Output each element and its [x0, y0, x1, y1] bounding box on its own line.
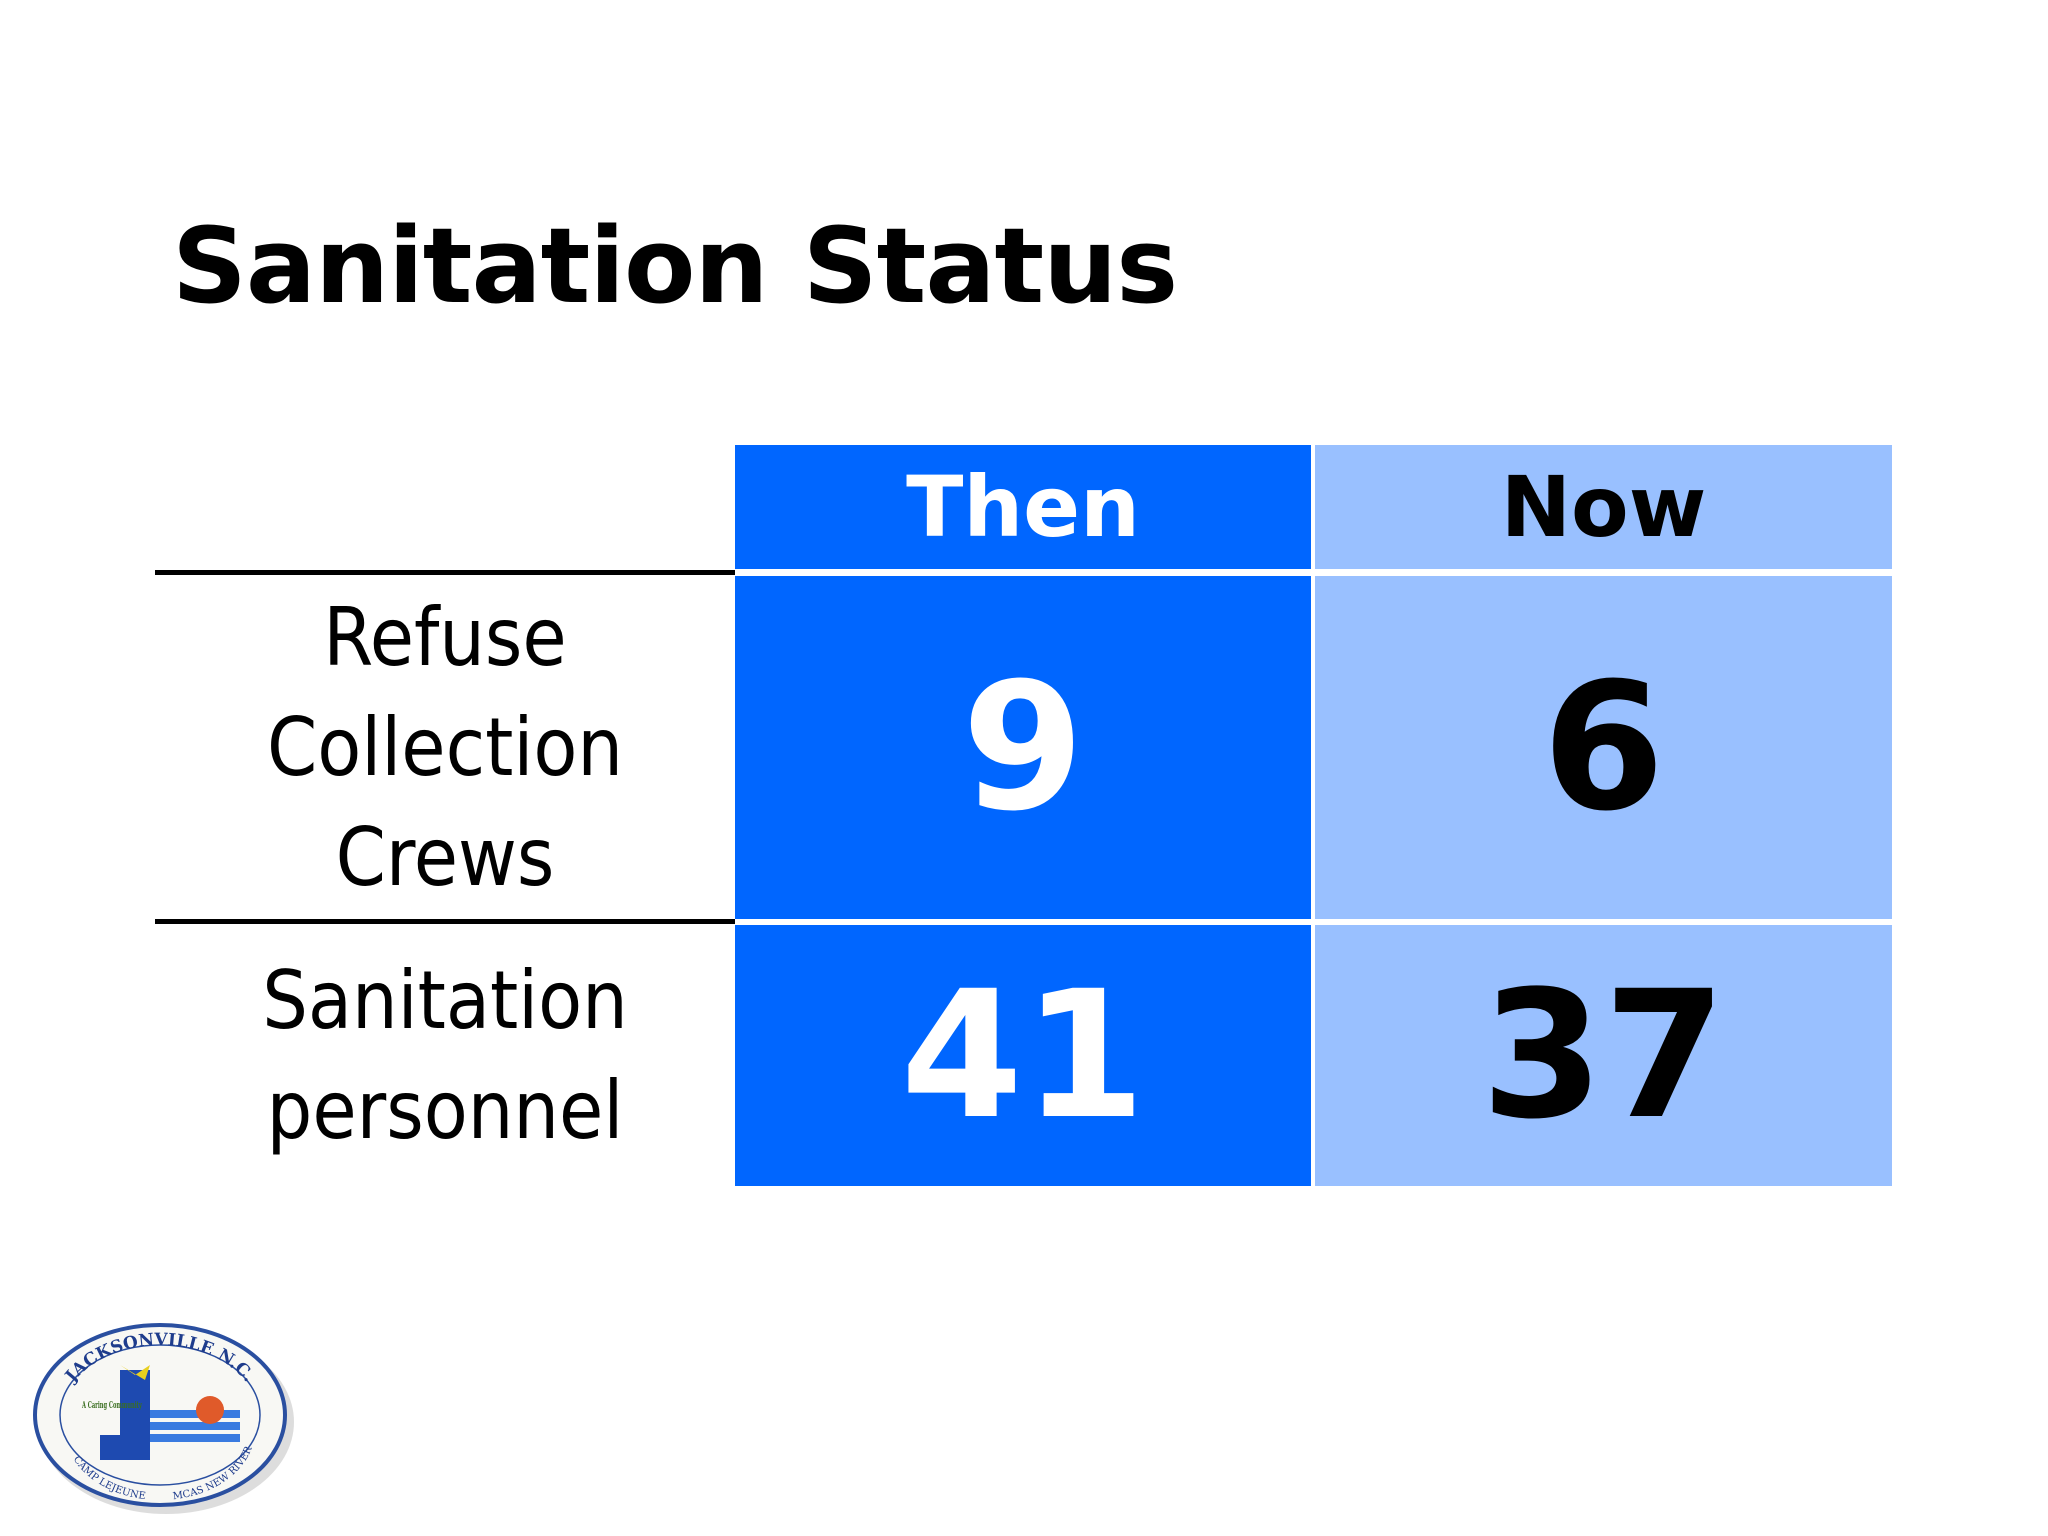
row-rule	[155, 919, 735, 924]
slide-title: Sanitation Status	[172, 205, 1178, 327]
table-cell: 9	[735, 576, 1311, 919]
table-cell: 6	[1315, 576, 1892, 919]
row-label: Refuse Collection Crews	[266, 590, 623, 904]
row-rule	[155, 570, 735, 575]
table-cell: 37	[1315, 925, 1892, 1186]
logo: JACKSONVILLE N.C. A Caring Community CAM…	[33, 1323, 294, 1514]
table-cell: 41	[735, 925, 1311, 1186]
column-header: Then	[735, 445, 1311, 569]
column-header: Now	[1315, 445, 1892, 569]
logo-motto: A Caring Community	[81, 1401, 142, 1411]
row-label: Sanitation personnel	[262, 953, 628, 1157]
